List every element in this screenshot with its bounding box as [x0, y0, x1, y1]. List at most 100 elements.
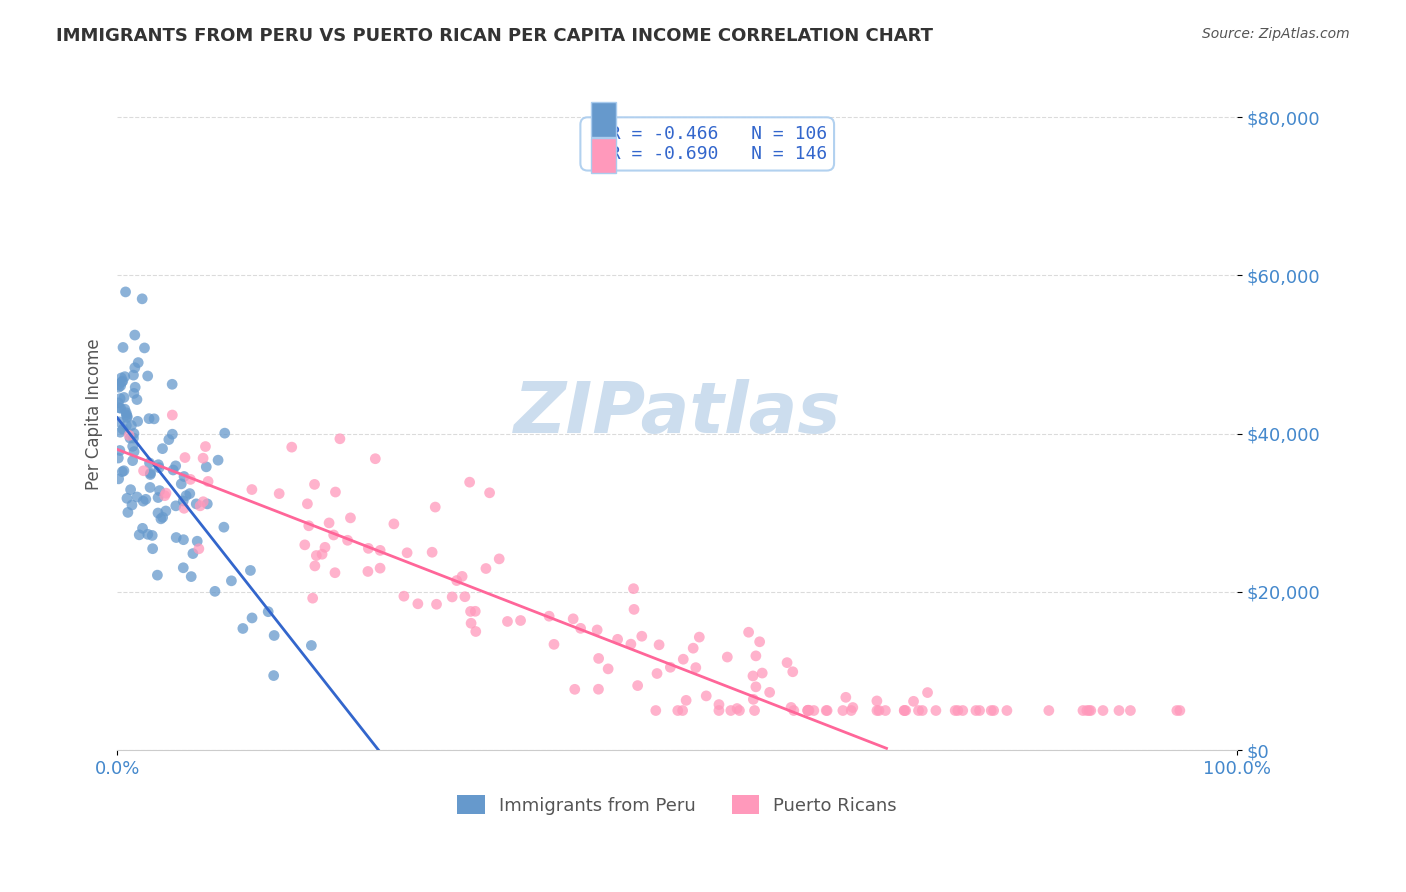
Point	[146, 506, 169, 520]
Point	[875, 704, 897, 718]
Point	[108, 392, 131, 406]
Point	[980, 704, 1002, 718]
Point	[304, 477, 326, 491]
Point	[815, 704, 838, 718]
Point	[728, 704, 751, 718]
Point	[257, 605, 280, 619]
Point	[110, 378, 132, 392]
Point	[425, 500, 447, 514]
Point	[194, 440, 217, 454]
Point	[842, 700, 865, 714]
Point	[666, 704, 689, 718]
Point	[107, 450, 129, 465]
Point	[893, 704, 915, 718]
Point	[146, 568, 169, 582]
Point	[131, 292, 153, 306]
Point	[644, 704, 666, 718]
Point	[441, 590, 464, 604]
Point	[742, 669, 765, 683]
Point	[179, 472, 201, 486]
Point	[115, 406, 138, 420]
Point	[108, 415, 131, 429]
Text: ZIPatlas: ZIPatlas	[513, 379, 841, 449]
Point	[214, 426, 236, 441]
Point	[1038, 704, 1060, 718]
Point	[149, 512, 172, 526]
Point	[212, 520, 235, 534]
Point	[382, 516, 405, 531]
Point	[314, 541, 336, 555]
Point	[240, 483, 263, 497]
Point	[748, 634, 770, 648]
Point	[136, 369, 159, 384]
Point	[127, 355, 149, 369]
Point	[925, 704, 948, 718]
Point	[122, 444, 145, 458]
Point	[742, 692, 765, 706]
Point	[707, 698, 730, 712]
Point	[111, 340, 134, 354]
Point	[125, 392, 148, 407]
Point	[162, 463, 184, 477]
Point	[146, 491, 169, 505]
Point	[672, 652, 695, 666]
Point	[107, 380, 129, 394]
Point	[188, 499, 211, 513]
Point	[1119, 704, 1142, 718]
Point	[803, 704, 825, 718]
Point	[207, 453, 229, 467]
Point	[110, 371, 132, 385]
Point	[132, 494, 155, 508]
Point	[294, 538, 316, 552]
Point	[124, 360, 146, 375]
Point	[464, 604, 486, 618]
Text: R = -0.466   N = 106
  R = -0.690   N = 146: R = -0.466 N = 106 R = -0.690 N = 146	[588, 125, 827, 163]
Point	[160, 377, 183, 392]
Point	[569, 621, 592, 635]
Point	[907, 704, 929, 718]
Point	[623, 582, 645, 596]
Point	[796, 703, 818, 717]
Point	[108, 425, 131, 440]
Point	[269, 486, 291, 500]
Point	[688, 630, 710, 644]
Point	[835, 690, 858, 705]
Point	[107, 396, 129, 410]
Point	[239, 564, 262, 578]
Point	[280, 440, 302, 454]
Point	[776, 656, 799, 670]
Point	[839, 704, 862, 718]
Point	[606, 632, 628, 647]
Point	[120, 418, 142, 433]
Point	[509, 614, 531, 628]
Point	[149, 483, 172, 498]
Point	[165, 531, 187, 545]
Point	[127, 414, 149, 428]
Point	[1108, 704, 1130, 718]
Point	[193, 494, 215, 508]
Point	[745, 680, 768, 694]
Point	[311, 547, 333, 561]
Point	[301, 591, 323, 606]
Point	[114, 369, 136, 384]
Point	[122, 426, 145, 441]
Point	[1168, 704, 1191, 718]
Point	[323, 566, 346, 580]
Point	[138, 456, 160, 470]
Point	[148, 458, 170, 472]
Point	[162, 408, 184, 422]
Point	[682, 641, 704, 656]
Point	[475, 561, 498, 575]
Point	[318, 516, 340, 530]
Point	[152, 510, 174, 524]
Point	[108, 443, 131, 458]
Point	[797, 703, 820, 717]
FancyBboxPatch shape	[591, 138, 616, 173]
Point	[598, 662, 620, 676]
Point	[157, 433, 180, 447]
Point	[263, 668, 285, 682]
Point	[797, 704, 820, 718]
Point	[454, 590, 477, 604]
Point	[141, 528, 163, 542]
Point	[115, 409, 138, 424]
